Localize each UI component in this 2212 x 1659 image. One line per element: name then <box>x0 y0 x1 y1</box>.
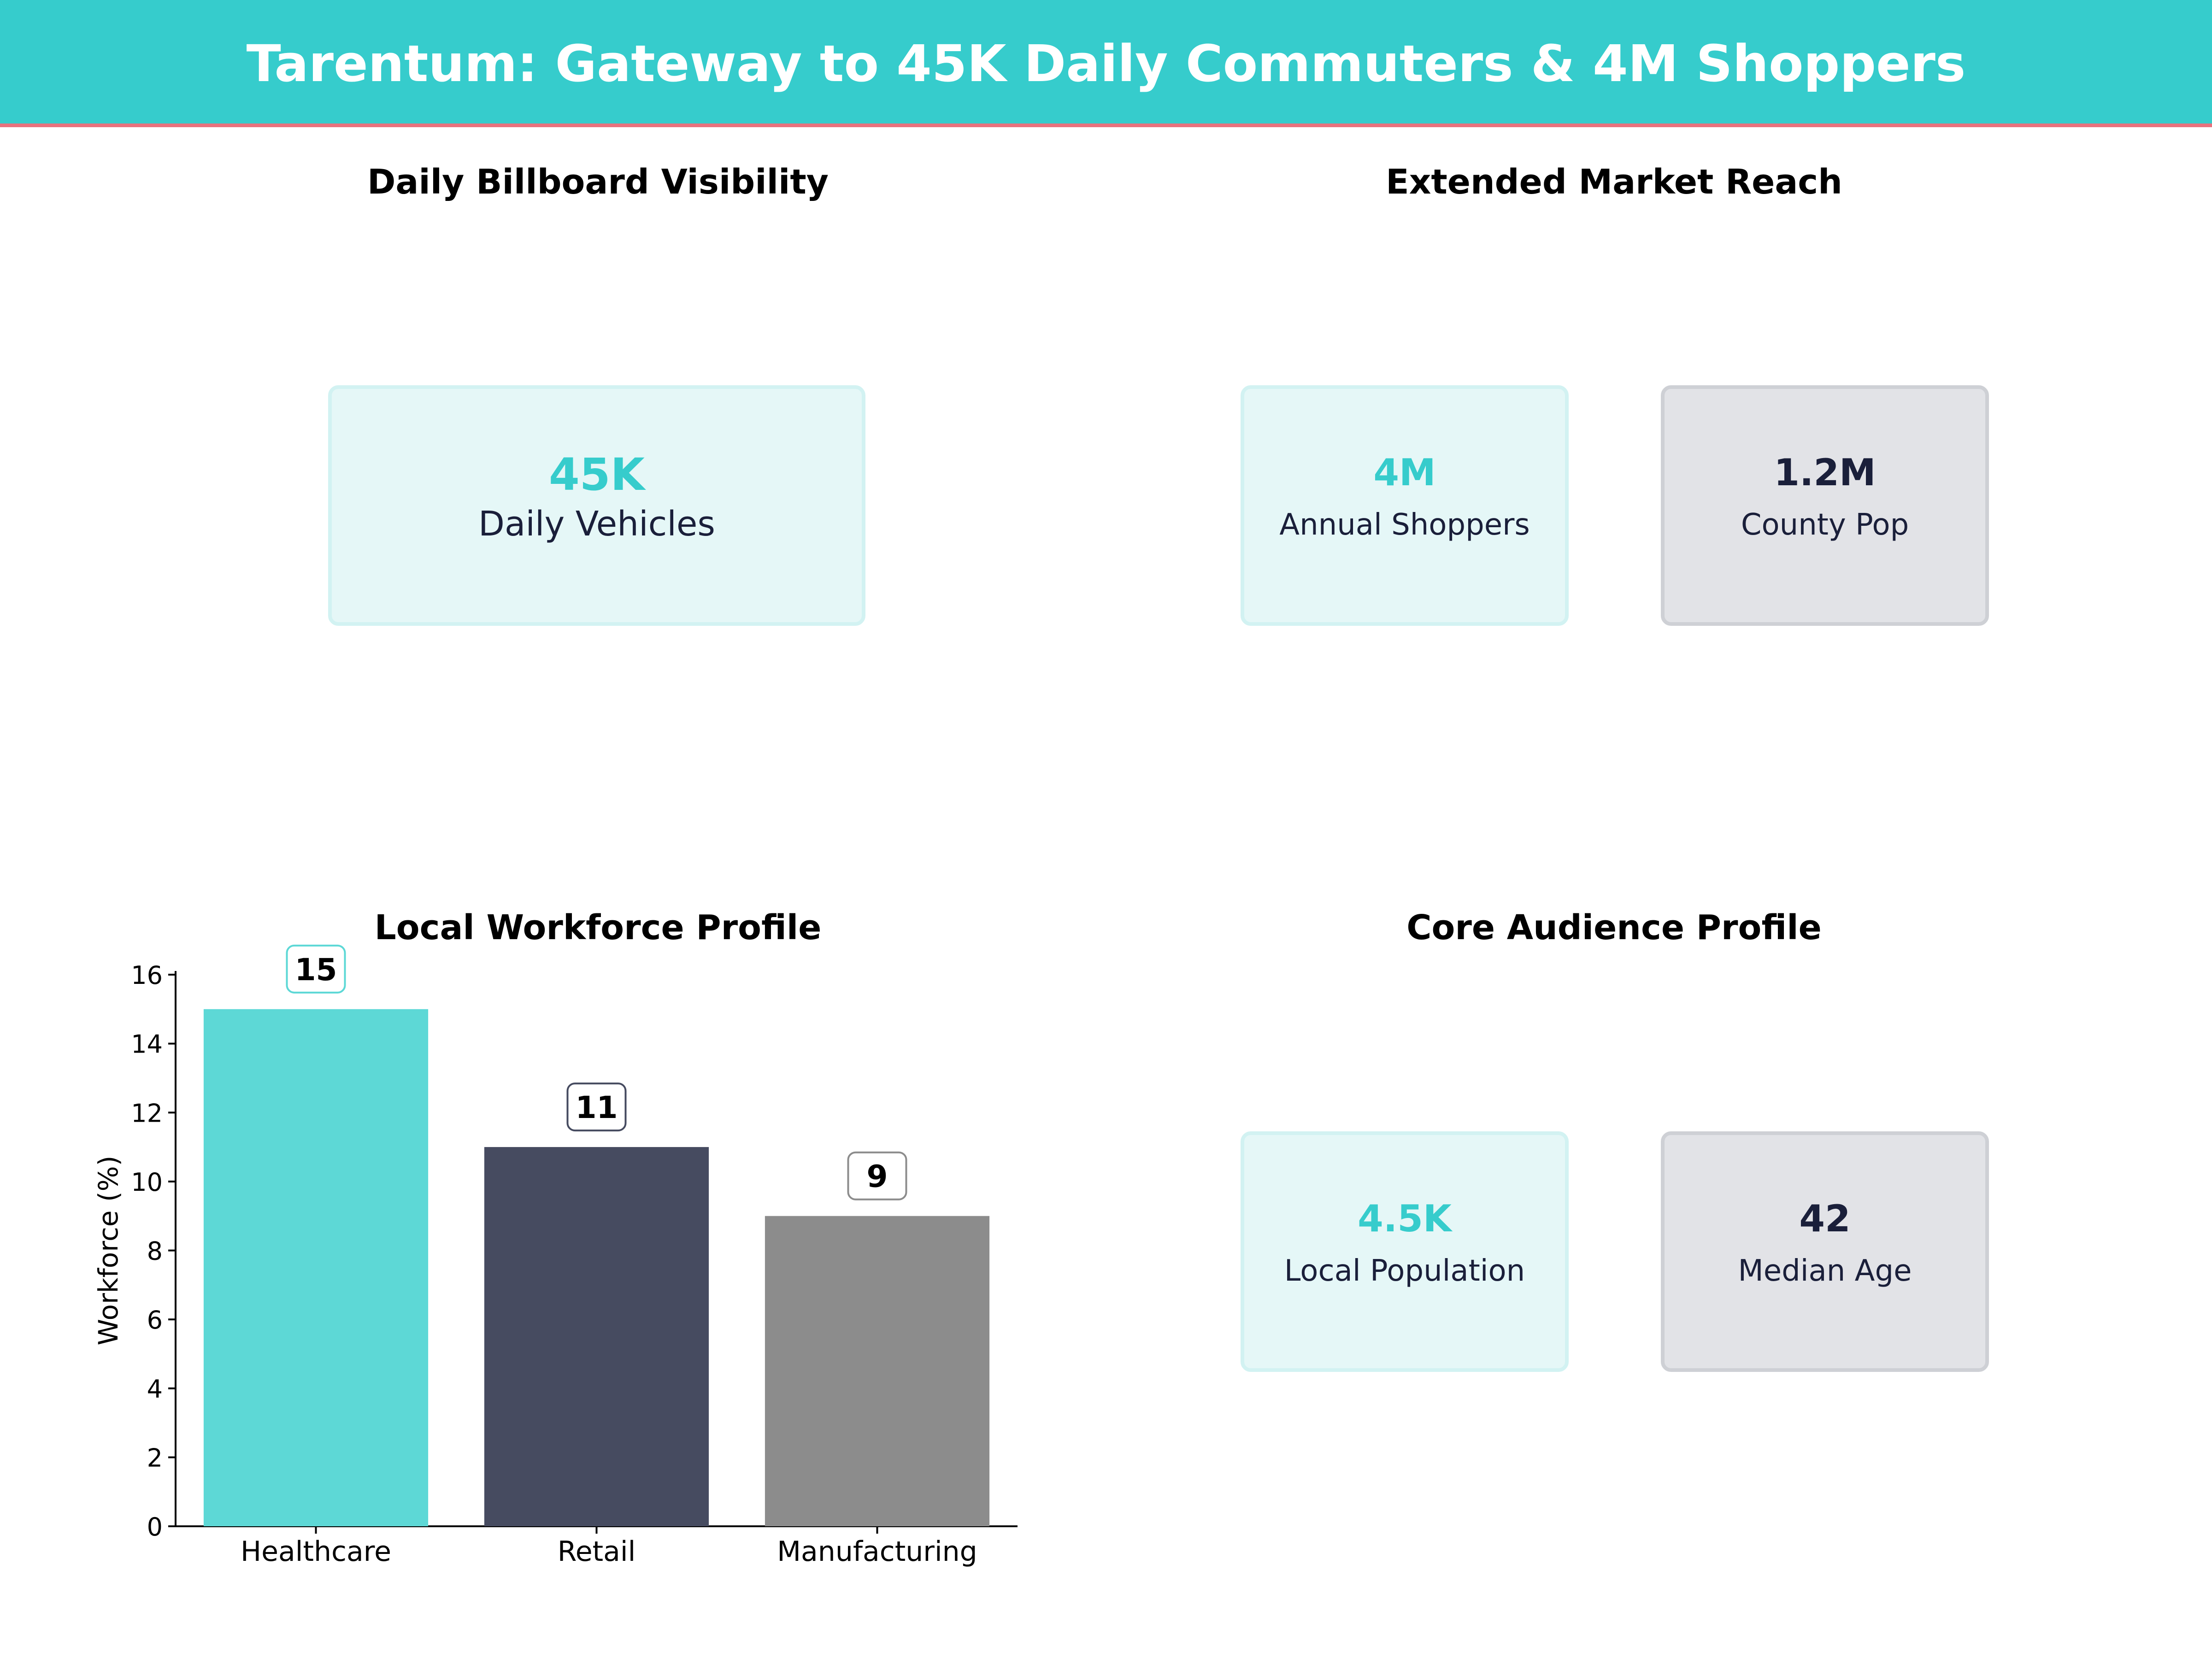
annual-shoppers-label: Annual Shoppers <box>1279 508 1530 542</box>
y-tick-label: 6 <box>147 1306 163 1335</box>
local-population-label: Local Population <box>1284 1254 1525 1288</box>
daily-vehicles-card: 45K Daily Vehicles <box>328 385 865 626</box>
county-pop-card: 1.2M County Pop <box>1661 385 1989 626</box>
daily-vehicles-value: 45K <box>549 449 645 500</box>
y-tick-label: 14 <box>131 1030 163 1059</box>
data-label: 15 <box>295 952 337 988</box>
local-population-card: 4.5K Local Population <box>1241 1131 1569 1372</box>
y-tick-label: 16 <box>131 961 163 990</box>
x-tick-label: Manufacturing <box>777 1535 977 1568</box>
visibility-panel-title: Daily Billboard Visibility <box>367 162 829 202</box>
y-tick-label: 2 <box>147 1443 163 1472</box>
market-panel-title: Extended Market Reach <box>1386 162 1842 202</box>
county-pop-value: 1.2M <box>1774 451 1876 494</box>
audience-panel-title: Core Audience Profile <box>1406 908 1822 947</box>
median-age-card: 42 Median Age <box>1661 1131 1989 1372</box>
bar-manufacturing <box>765 1216 990 1526</box>
bar-retail <box>484 1147 709 1526</box>
data-label: 9 <box>867 1159 888 1194</box>
y-tick-label: 8 <box>147 1237 163 1266</box>
daily-vehicles-label: Daily Vehicles <box>478 504 715 544</box>
median-age-value: 42 <box>1799 1197 1851 1240</box>
workforce-panel-title: Local Workforce Profile <box>374 908 822 947</box>
county-pop-label: County Pop <box>1741 508 1909 542</box>
annual-shoppers-card: 4M Annual Shoppers <box>1241 385 1569 626</box>
y-axis-label: Workforce (%) <box>93 1156 124 1346</box>
data-label-box <box>286 944 346 994</box>
y-tick-label: 10 <box>131 1168 163 1197</box>
x-tick-label: Retail <box>558 1535 636 1568</box>
y-tick-label: 0 <box>147 1512 163 1541</box>
data-label-box <box>566 1082 627 1132</box>
median-age-label: Median Age <box>1738 1254 1912 1288</box>
y-tick-label: 4 <box>147 1375 163 1404</box>
data-label-box <box>847 1151 907 1200</box>
bar-healthcare <box>203 1009 429 1526</box>
y-tick-label: 12 <box>131 1099 163 1128</box>
x-tick-label: Healthcare <box>241 1535 391 1568</box>
header-banner: Tarentum: Gateway to 45K Daily Commuters… <box>0 0 2212 127</box>
annual-shoppers-value: 4M <box>1373 451 1436 494</box>
local-population-value: 4.5K <box>1358 1197 1452 1240</box>
page-title: Tarentum: Gateway to 45K Daily Commuters… <box>246 34 1966 93</box>
data-label: 11 <box>576 1090 618 1125</box>
